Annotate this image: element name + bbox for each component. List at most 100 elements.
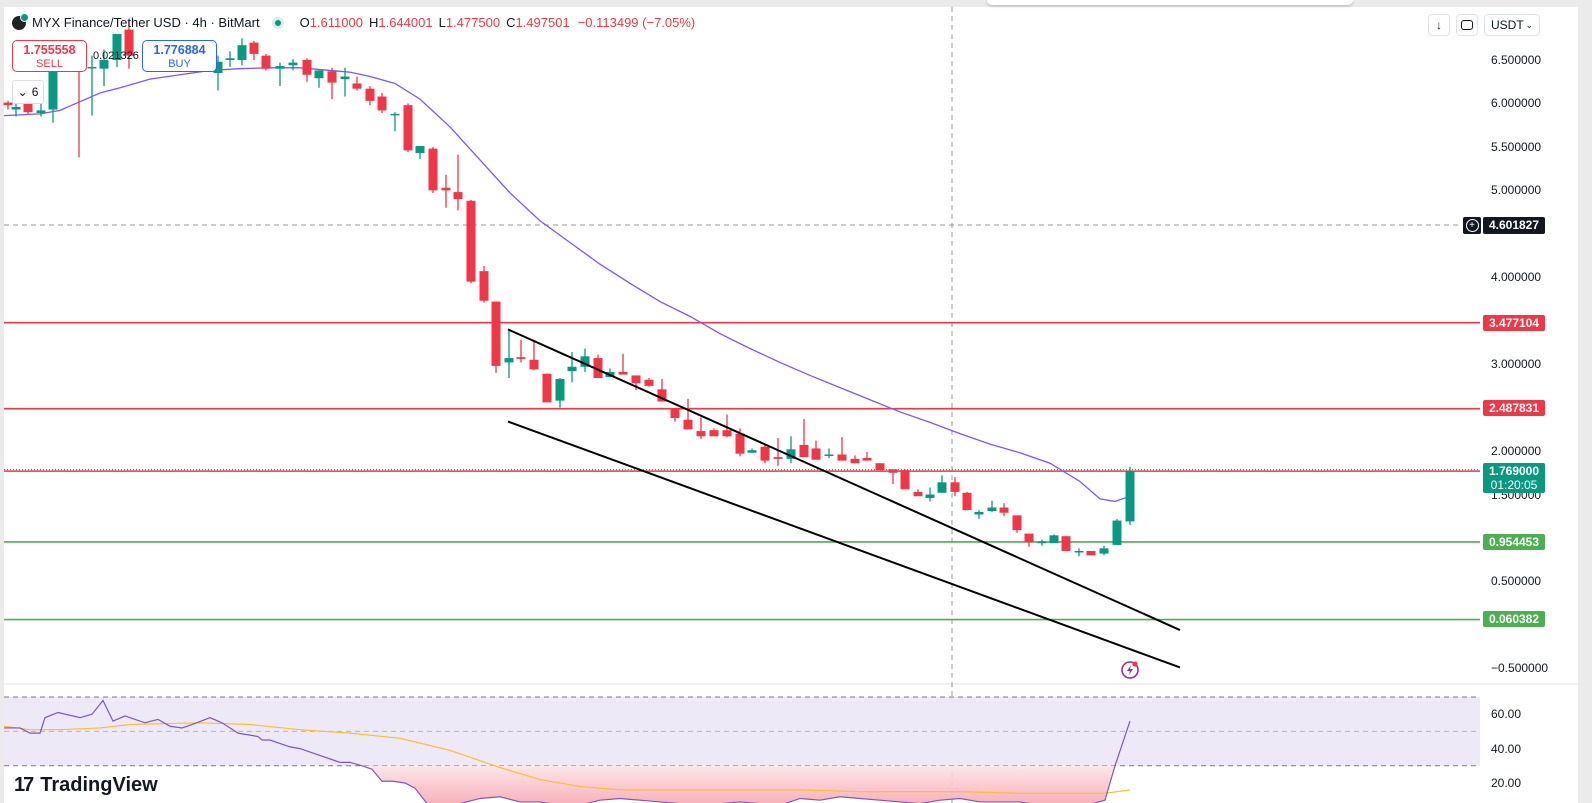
sell-button[interactable]: 1.755558 SELL xyxy=(12,40,87,72)
candle-body xyxy=(261,55,271,69)
price-tick: 0.500000 xyxy=(1491,574,1542,589)
support-tag-2: 0.060382 xyxy=(1483,611,1545,627)
high-label: H xyxy=(368,15,379,30)
plus-circle-icon: + xyxy=(1465,219,1479,232)
spread-value: 0.021326 xyxy=(93,50,139,62)
candle-body xyxy=(786,449,796,459)
price-tick: −0.500000 xyxy=(1491,661,1549,676)
candle-body xyxy=(36,110,46,114)
symbol-title[interactable]: MYX Finance/Tether USD · 4h · BitMart xyxy=(32,15,260,30)
candle-body xyxy=(837,454,847,461)
indicators-collapse-button[interactable]: ⌄ 6 xyxy=(12,80,44,104)
lightning-alert-icon[interactable] xyxy=(1120,660,1140,680)
channel-line-lower xyxy=(507,420,1181,669)
price-tick: 2.000000 xyxy=(1491,444,1542,459)
price-tick: 5.500000 xyxy=(1491,139,1542,154)
rsi-tick: 60.00 xyxy=(1491,707,1522,722)
candle-body xyxy=(1112,520,1122,545)
candle-body xyxy=(23,102,33,113)
resistance-tag-2: 2.487831 xyxy=(1483,400,1545,416)
candle-body xyxy=(875,463,885,471)
chevron-down-icon: ⌄ xyxy=(17,85,28,99)
candle-body xyxy=(48,67,58,110)
candle-body xyxy=(555,378,565,401)
candle-body xyxy=(275,66,285,69)
arrow-down-icon: ↓ xyxy=(1436,18,1442,32)
candle-body xyxy=(11,106,21,110)
candle-body xyxy=(657,389,667,402)
candle-body xyxy=(735,433,745,454)
candle-body xyxy=(390,113,400,116)
candle-body xyxy=(722,430,732,437)
support-tag-1: 0.954453 xyxy=(1483,534,1545,550)
crosshair-price: 4.601827 xyxy=(1488,218,1540,232)
left-edge xyxy=(0,7,4,803)
price-tick: 6.500000 xyxy=(1491,53,1542,67)
sell-label: SELL xyxy=(36,58,63,70)
add-alert-button[interactable]: + xyxy=(1463,217,1481,234)
candle-body xyxy=(974,511,984,515)
candle-body xyxy=(112,33,122,60)
candle-body xyxy=(1024,533,1034,543)
close-value: 1.497501 xyxy=(515,15,570,30)
rsi-tick: 40.00 xyxy=(1491,741,1522,756)
candle-body xyxy=(999,507,1009,513)
candle-body xyxy=(1049,535,1059,544)
rsi-line xyxy=(4,699,1131,803)
brand-name: TradingView xyxy=(40,774,158,796)
low-value: 1.477500 xyxy=(445,15,501,30)
buy-button[interactable]: 1.776884 BUY xyxy=(142,40,217,72)
candle-body xyxy=(580,356,590,367)
candle-body xyxy=(403,105,413,151)
candle-body xyxy=(302,60,312,75)
candle-body xyxy=(504,358,514,363)
candle-body xyxy=(491,301,501,366)
candle-body xyxy=(670,409,680,419)
candle-body xyxy=(888,469,898,473)
candle-body xyxy=(377,96,387,111)
resistance-tag-1: 3.477104 xyxy=(1483,315,1545,331)
chevron-down-icon: ⌄ xyxy=(1525,19,1533,30)
candle-body xyxy=(683,419,693,430)
market-status-icon[interactable] xyxy=(271,16,284,29)
bar-countdown: 01:20:05 xyxy=(1490,478,1538,492)
high-value: 1.644001 xyxy=(378,15,433,30)
scroll-down-button[interactable]: ↓ xyxy=(1428,14,1450,36)
currency-value: USDT xyxy=(1491,18,1524,32)
fullscreen-button[interactable] xyxy=(1456,14,1478,36)
candle-body xyxy=(441,187,451,191)
candle-body xyxy=(799,444,809,458)
candle-body xyxy=(428,148,438,191)
candle-body xyxy=(593,358,603,379)
candle-body xyxy=(618,371,628,375)
candle-body xyxy=(1086,550,1096,556)
candle-body xyxy=(760,446,770,461)
candle-body xyxy=(327,71,337,83)
low-label: L xyxy=(438,15,446,30)
tradingview-logo[interactable]: 17 TradingView xyxy=(14,774,158,797)
currency-select[interactable]: USDT ⌄ xyxy=(1484,14,1540,36)
rsi-ma-line xyxy=(3,722,1131,794)
buy-label: BUY xyxy=(168,58,191,70)
floating-panel-edge xyxy=(987,0,1353,5)
candle-body xyxy=(913,491,923,497)
indicator-count: 6 xyxy=(31,85,39,99)
candle-body xyxy=(1037,541,1047,544)
candle-body xyxy=(773,457,783,459)
tradingview-mark-icon: 17 xyxy=(14,774,34,796)
moving-average-line xyxy=(3,67,1131,503)
candle-body xyxy=(87,66,97,69)
candle-body xyxy=(900,470,910,490)
candle-body xyxy=(3,102,13,106)
candle-body xyxy=(747,450,757,453)
symbol-logo-icon xyxy=(12,12,29,30)
last-price: 1.769000 xyxy=(1488,464,1540,478)
last-price-tag: 1.769000 01:20:05 xyxy=(1483,463,1545,493)
right-edge xyxy=(1578,7,1592,803)
candle-body xyxy=(950,482,960,492)
candle-body xyxy=(213,61,223,74)
change-value: −0.113499 (−7.05%) xyxy=(577,15,696,30)
candle-body xyxy=(850,458,860,464)
